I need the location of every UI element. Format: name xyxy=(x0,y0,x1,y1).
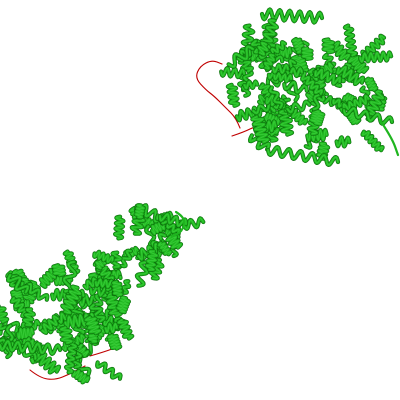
helix-highlight xyxy=(301,47,313,60)
helix-highlight xyxy=(258,42,268,55)
helix-highlight xyxy=(114,216,125,239)
helix-highlight xyxy=(158,242,172,255)
helix-highlight xyxy=(359,51,392,63)
helix-highlight xyxy=(269,87,283,108)
helix-highlight xyxy=(107,334,122,350)
helix-highlight xyxy=(344,25,357,56)
helix-highlight xyxy=(365,78,378,91)
helix-highlight xyxy=(122,280,130,294)
helix-highlight xyxy=(316,142,330,160)
helix-highlight xyxy=(166,236,182,249)
helix-highlight xyxy=(340,95,369,113)
helix-highlight xyxy=(292,38,306,54)
helix-highlight xyxy=(322,39,335,53)
helix-highlight xyxy=(93,251,114,263)
helix-highlight xyxy=(105,323,118,333)
helix-highlight xyxy=(52,264,66,276)
helix-highlight xyxy=(151,220,166,235)
helix-highlight xyxy=(239,58,253,72)
helix-highlight xyxy=(90,303,105,322)
helix-highlight xyxy=(283,81,308,93)
helix-highlight xyxy=(264,54,275,70)
helix-highlight xyxy=(84,316,101,334)
helix-highlight xyxy=(361,35,385,60)
helix-highlight xyxy=(96,361,122,380)
helix-highlight xyxy=(336,136,350,148)
helix-highlight xyxy=(41,315,59,334)
helix-highlight xyxy=(267,146,339,166)
helix-highlight xyxy=(117,319,134,339)
helix-highlight xyxy=(227,84,239,107)
helix-highlight xyxy=(314,69,341,85)
helix-highlight xyxy=(249,134,270,150)
helix-highlight xyxy=(116,296,131,313)
helix-highlight xyxy=(244,80,258,89)
helix-highlight xyxy=(0,308,8,323)
helix-highlight xyxy=(72,370,89,384)
helix-highlight xyxy=(220,67,245,78)
helix-highlight xyxy=(329,42,350,60)
protein-chain-upper-right xyxy=(196,7,400,167)
helix-highlight xyxy=(309,110,325,125)
helix-highlight xyxy=(236,105,265,121)
helix-highlight xyxy=(136,261,148,287)
helix-highlight xyxy=(228,46,254,68)
helix-highlight xyxy=(149,259,164,280)
helix-highlight xyxy=(0,340,61,355)
helix-highlight xyxy=(337,66,364,85)
loop-segment xyxy=(170,210,186,238)
helix-highlight xyxy=(11,297,31,318)
helix-highlight xyxy=(134,204,145,218)
helix-highlight xyxy=(65,341,77,373)
helix-highlight xyxy=(251,116,269,143)
helix-highlight xyxy=(362,131,383,151)
helix-highlight xyxy=(7,274,29,293)
helix-highlight xyxy=(261,8,323,24)
helix-highlight xyxy=(112,281,123,296)
helix-highlight xyxy=(23,308,35,326)
helix-highlight xyxy=(287,101,310,113)
helix-highlight xyxy=(59,327,73,344)
loop-segment xyxy=(378,118,400,157)
helix-highlight xyxy=(272,64,289,74)
helix-highlight xyxy=(346,111,361,124)
protein-chain-lower-left xyxy=(0,203,206,385)
helix-highlight xyxy=(121,250,132,267)
helix-highlight xyxy=(269,41,286,57)
helix-highlight xyxy=(145,250,158,271)
coil-segment xyxy=(196,60,241,129)
helix-highlight xyxy=(159,213,187,227)
helix-highlight xyxy=(297,71,323,95)
helix-highlight xyxy=(61,286,81,314)
helix-highlight xyxy=(110,252,122,268)
